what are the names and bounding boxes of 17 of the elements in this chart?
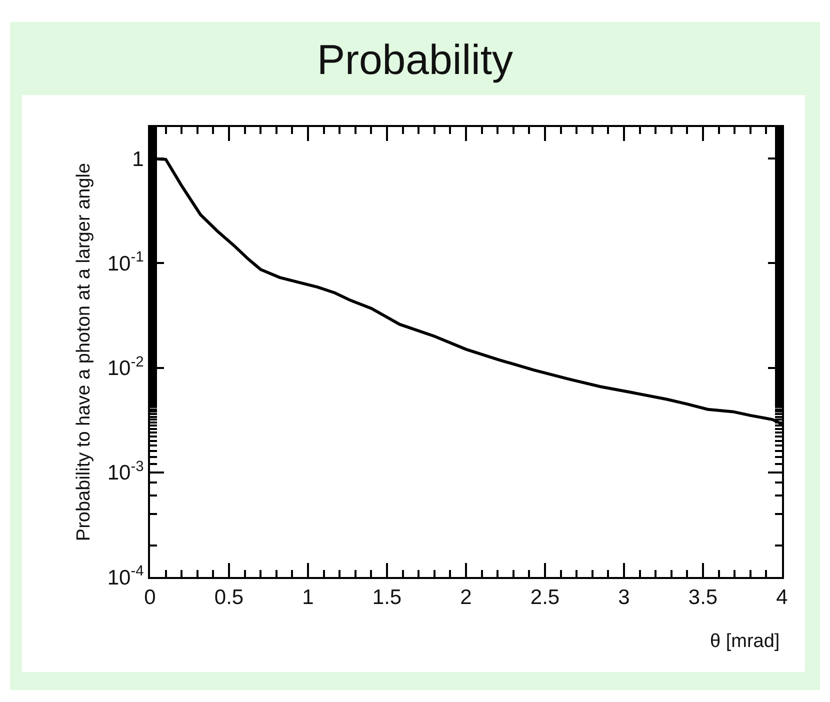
x-tick-label: 1.5 bbox=[372, 586, 402, 610]
y-axis-title: Probability to have a photon at a larger angle bbox=[74, 162, 95, 542]
x-axis-title: θ [mrad] bbox=[710, 631, 780, 652]
x-tick-label: 3 bbox=[618, 586, 630, 610]
y-tick-label: 10$^{-2}$ bbox=[107, 354, 144, 380]
x-tick-label: 4 bbox=[776, 586, 788, 610]
y-tick-label: 10$^{-1}$ bbox=[107, 250, 144, 276]
x-tick-label: 2.5 bbox=[530, 586, 560, 610]
y-tick-label: 10$^{-3}$ bbox=[107, 458, 144, 485]
x-tick-label: 0.5 bbox=[214, 586, 244, 610]
chart-title: Probability bbox=[316, 36, 514, 84]
x-tick-label: 3.5 bbox=[688, 586, 718, 610]
x-tick-label: 1 bbox=[302, 586, 314, 610]
x-tick-label: 2 bbox=[460, 586, 472, 610]
y-tick-label: 10$^{-4}$ bbox=[107, 564, 144, 590]
x-tick-label: 0 bbox=[144, 586, 156, 610]
y-tick-label: 1 bbox=[132, 148, 144, 171]
